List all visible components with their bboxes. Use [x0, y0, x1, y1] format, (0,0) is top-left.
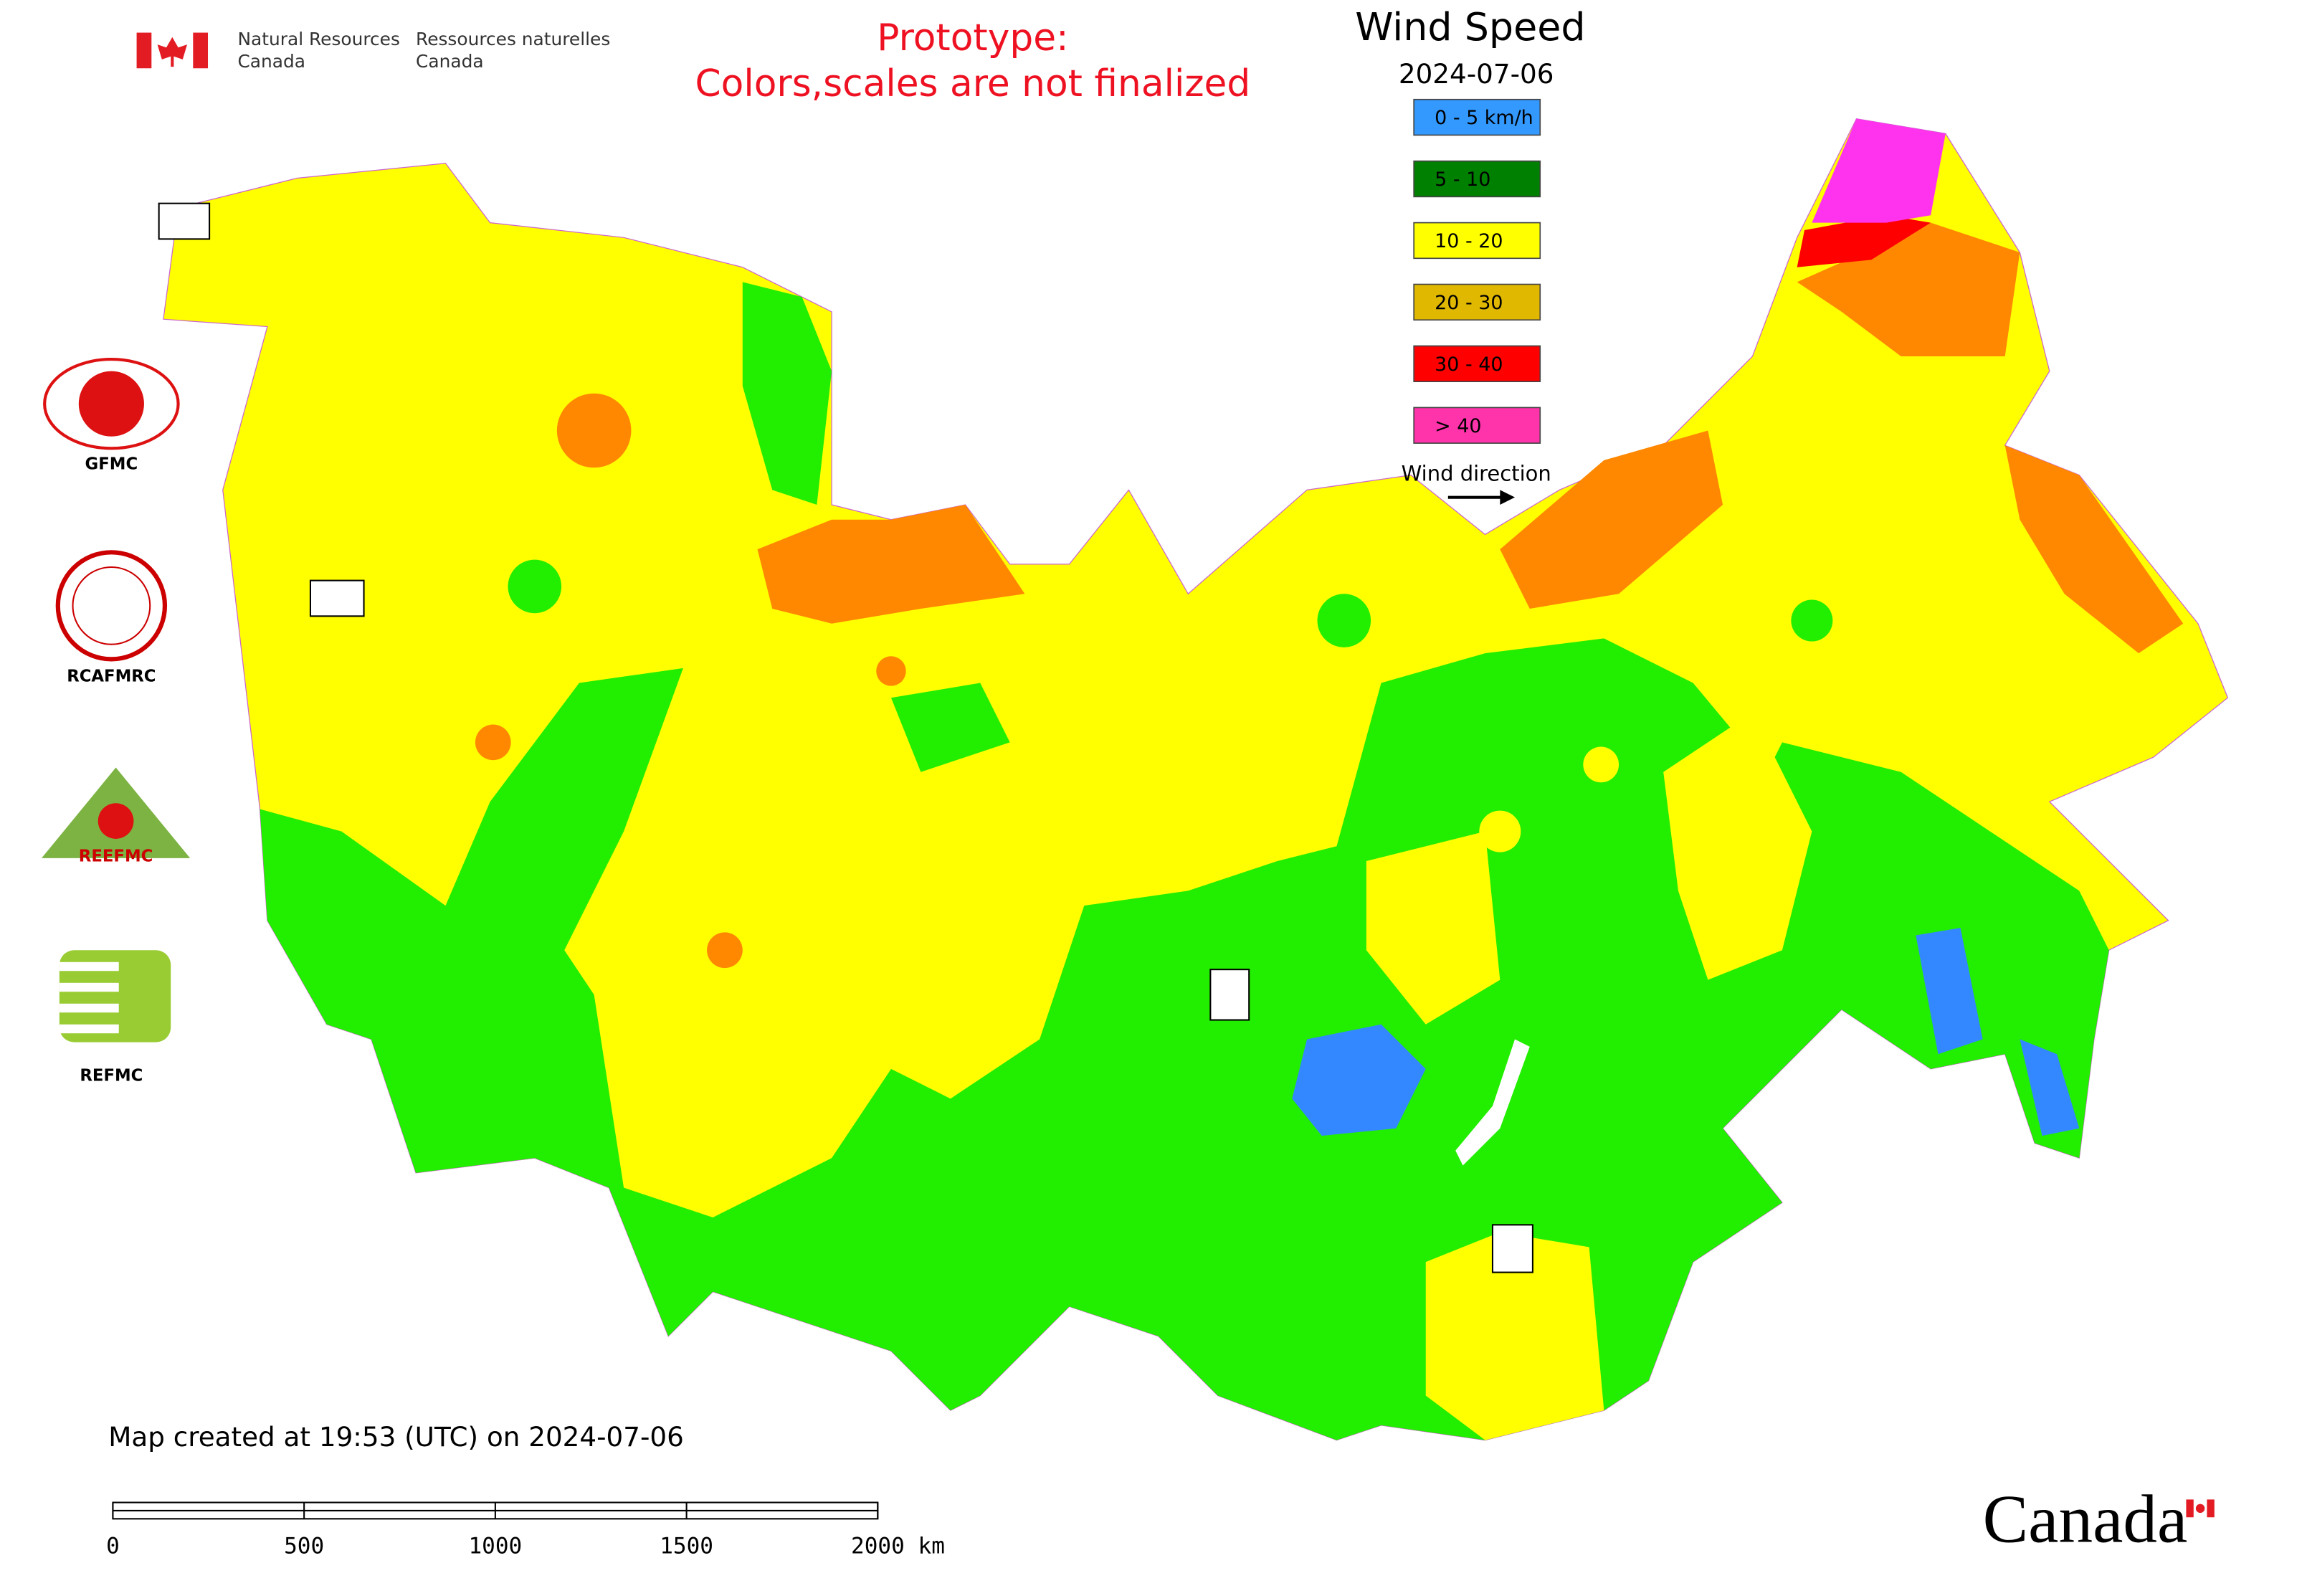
zone-green: [890, 683, 1010, 772]
lake-baikal: [1455, 1039, 1530, 1166]
zone-green: [260, 638, 2109, 1440]
legend-label: 5 - 10: [1435, 168, 1490, 191]
map-logo-marker: [1491, 1224, 1533, 1273]
map-logo-marker: [309, 579, 365, 617]
legend-swatch: [1413, 98, 1541, 136]
zone-yellow: [1479, 810, 1521, 852]
zone-green: [1791, 599, 1833, 642]
zone-yellow: [1425, 1232, 1604, 1440]
zone-green: [1317, 594, 1371, 647]
zone-orange: [556, 393, 632, 468]
legend-label: 10 - 20: [1435, 230, 1503, 252]
notice: Colors,scales are not finalized: [695, 62, 1251, 105]
scale-bar: 0 500 1000 1500 2000 km: [106, 1501, 945, 1559]
zone-orange: [1797, 222, 2020, 356]
scale-bar-label: 1500: [660, 1534, 713, 1559]
scale-bar-label: 0: [106, 1534, 120, 1559]
org-en: Natural Resources: [237, 29, 399, 49]
zone-yellow: [1366, 831, 1500, 1025]
canada-flag: [136, 32, 209, 69]
wordmark: Canada: [1983, 1481, 2188, 1557]
legend-label: 20 - 30: [1435, 292, 1503, 314]
zone-orange: [876, 656, 906, 686]
zone-green: [508, 559, 562, 614]
legend-swatch: [1413, 407, 1541, 444]
wordmark-flag: [2186, 1499, 2215, 1518]
map-logo-marker: [1209, 969, 1250, 1021]
org-fr: Ressources naturelles: [416, 29, 610, 49]
date: 2024-07-06: [1399, 58, 1554, 90]
zone-orange: [707, 932, 743, 969]
wind-direction-label: Wind direction: [1402, 462, 1551, 486]
logo-reefmc: [42, 767, 191, 858]
title: Wind Speed: [1355, 4, 1585, 49]
logo-refmc: [59, 950, 171, 1042]
zone-green: [742, 282, 832, 505]
legend: 0 - 5 km/h 5 - 10 10 - 20 20 - 30 30 - 40 > 4…: [1413, 98, 1541, 444]
footer: Map created at 19:53 (UTC) on 2024-07-06: [108, 1421, 684, 1453]
zone-yellow: [1583, 746, 1620, 783]
legend-label: 0 - 5 km/h: [1435, 107, 1533, 129]
logo-label: REEFMC: [79, 847, 153, 865]
wind-arrow: [1447, 490, 1516, 505]
logo-label: REFMC: [80, 1067, 143, 1086]
legend-label: 30 - 40: [1435, 353, 1503, 376]
notice: Prototype:: [877, 16, 1068, 60]
zone-orange: [2004, 445, 2184, 654]
logo-label: RCAFMRC: [67, 668, 156, 686]
legend-swatch: [1413, 222, 1541, 260]
zone-orange: [475, 724, 511, 761]
logo-rcafmrc: [55, 550, 168, 662]
zone-blue: [1916, 928, 1983, 1055]
zone-blue: [1292, 1024, 1426, 1136]
legend-swatch: [1413, 283, 1541, 321]
org-en: Canada: [237, 51, 305, 72]
zone-orange: [1500, 430, 1723, 609]
legend-swatch: [1413, 345, 1541, 382]
legend-swatch: [1413, 160, 1541, 198]
zone-blue: [2020, 1039, 2080, 1136]
zone-magenta: [1812, 118, 1946, 223]
zone-yellow: [1663, 712, 1812, 980]
zone-red: [1797, 215, 1931, 267]
scale-bar-label: 1000: [468, 1534, 522, 1559]
scale-bar-label: 2000 km: [851, 1534, 945, 1559]
zone-orange: [757, 505, 1025, 624]
scale-bar-label: 500: [284, 1534, 324, 1559]
logo-label: GFMC: [85, 455, 138, 474]
logo-gfmc: [43, 358, 180, 450]
wind-map: [163, 118, 2229, 1441]
map-logo-marker: [158, 202, 211, 240]
org-fr: Canada: [416, 51, 484, 72]
legend-label: > 40: [1435, 415, 1481, 437]
